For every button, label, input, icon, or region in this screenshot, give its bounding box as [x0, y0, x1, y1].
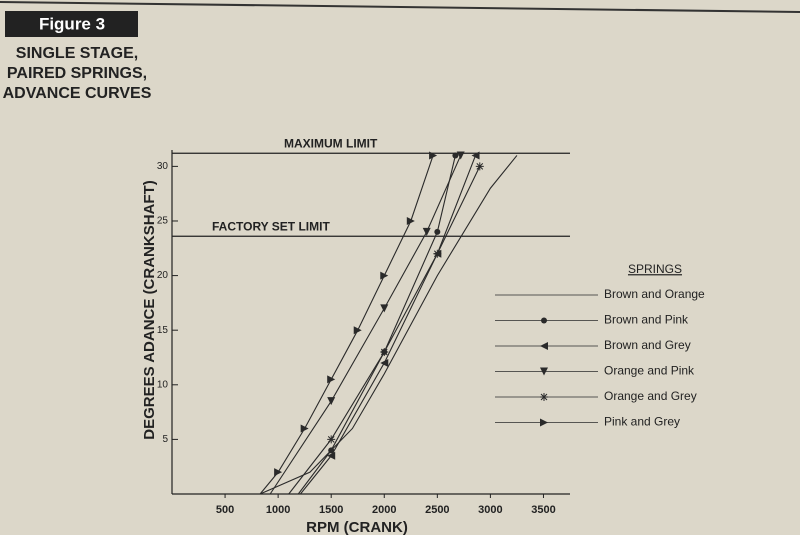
marker	[456, 151, 465, 160]
legend-label: Orange and Grey	[604, 389, 697, 403]
marker	[475, 162, 484, 171]
y-tick-label: 30	[157, 161, 169, 172]
x-tick-label: 2000	[372, 504, 396, 516]
x-tick-label: 2500	[425, 504, 449, 516]
figure-label: Figure 3	[39, 14, 105, 33]
marker	[422, 227, 431, 236]
title-line: PAIRED SPRINGS,	[7, 65, 147, 82]
marker	[434, 228, 441, 235]
y-tick-label: 20	[157, 270, 169, 281]
x-tick-label: 1000	[266, 504, 290, 516]
y-tick-label: 15	[157, 325, 169, 336]
legend-title: SPRINGS	[628, 262, 682, 276]
x-axis-label: RPM (CRANK)	[306, 519, 408, 535]
x-tick-label: 3500	[531, 504, 555, 516]
title-line: ADVANCE CURVES	[3, 85, 152, 102]
marker	[429, 151, 438, 160]
series-line	[259, 155, 518, 495]
series-line	[259, 155, 434, 495]
marker	[327, 451, 336, 460]
marker	[380, 304, 389, 313]
y-axis-label: DEGREES ADANCE (CRANKSHAFT)	[141, 180, 158, 439]
marker	[380, 358, 389, 367]
x-tick-label: 1500	[319, 504, 343, 516]
marker	[540, 393, 548, 401]
marker	[380, 271, 389, 280]
x-tick-label: 500	[216, 504, 234, 516]
title-line: SINGLE STAGE,	[16, 45, 138, 62]
marker	[327, 375, 336, 384]
marker	[300, 424, 309, 433]
legend-label: Brown and Grey	[604, 338, 691, 352]
x-tick-label: 3000	[478, 504, 502, 516]
figure-label-box	[5, 11, 138, 37]
marker	[274, 468, 283, 477]
limit-label: MAXIMUM LIMIT	[284, 136, 378, 150]
marker	[406, 216, 415, 225]
marker	[541, 317, 547, 324]
marker	[452, 152, 459, 159]
title: SINGLE STAGE, PAIRED SPRINGS, ADVANCE CURV…	[3, 45, 152, 102]
legend-label: Brown and Pink	[604, 313, 689, 327]
marker	[380, 348, 389, 357]
y-tick-label: 25	[157, 216, 169, 227]
legend-label: Orange and Pink	[604, 364, 695, 378]
y-tick-label: 5	[162, 434, 168, 445]
limit-label: FACTORY SET LIMIT	[212, 219, 330, 233]
y-tick-label: 10	[157, 379, 169, 390]
marker	[540, 342, 548, 350]
legend-label: Pink and Grey	[604, 415, 680, 429]
legend-label: Brown and Orange	[604, 287, 705, 301]
marker	[353, 326, 362, 335]
marker	[433, 249, 442, 258]
marker	[328, 447, 335, 454]
page-edge	[0, 1, 800, 13]
marker	[327, 397, 336, 406]
marker	[540, 418, 548, 427]
marker	[327, 435, 336, 444]
marker	[540, 367, 548, 376]
marker	[471, 151, 480, 160]
